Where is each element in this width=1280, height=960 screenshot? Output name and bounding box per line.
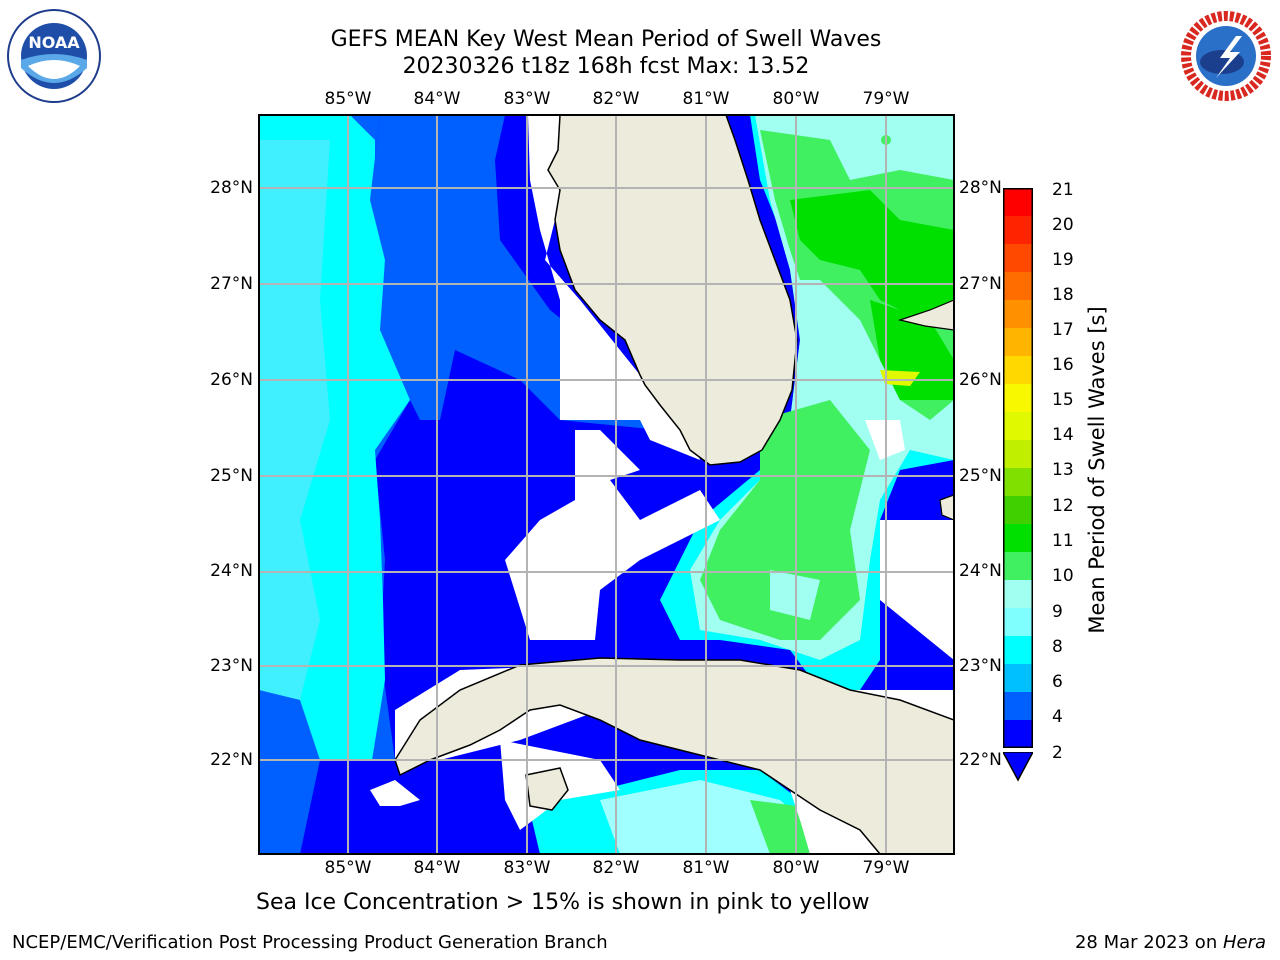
lat-label-right: 28°N: [959, 178, 1002, 198]
lon-label-bottom: 80°W: [772, 858, 820, 878]
chart-subtitle: 20230326 t18z 168h fcst Max: 13.52: [402, 54, 810, 79]
map-field: [259, 115, 954, 854]
colorbar-segment: [1003, 552, 1033, 581]
colorbar-segment: [1003, 216, 1033, 245]
colorbar-tick-label: 8: [1052, 637, 1063, 657]
colorbar-tick-label: 2: [1052, 743, 1063, 763]
footer-date-text: 28 Mar 2023 on: [1074, 932, 1223, 953]
colorbar-segment: [1003, 272, 1033, 301]
lon-label-top: 84°W: [413, 89, 461, 109]
nws-logo: [1178, 8, 1274, 104]
colorbar-tick-label: 20: [1052, 215, 1074, 235]
lat-label-right: 25°N: [959, 466, 1002, 486]
lon-label-bottom: 79°W: [862, 858, 910, 878]
colorbar-segment: [1003, 384, 1033, 413]
noaa-logo: NOAA: [6, 8, 102, 104]
sea-ice-note: Sea Ice Concentration > 15% is shown in …: [256, 890, 870, 915]
florida-land: [547, 115, 798, 466]
footer-credit: NCEP/EMC/Verification Post Processing Pr…: [12, 932, 608, 953]
lat-label-left: 27°N: [210, 274, 253, 294]
colorbar-tick-label: 10: [1052, 566, 1074, 586]
colorbar-tick-label: 17: [1052, 320, 1074, 340]
colorbar-tick-label: 21: [1052, 180, 1074, 200]
colorbar-segment: [1003, 440, 1033, 469]
lat-label-right: 22°N: [959, 750, 1002, 770]
colorbar-segment: [1003, 636, 1033, 665]
colorbar-extend-triangle: [1003, 752, 1033, 782]
colorbar-segment: [1003, 468, 1033, 497]
colorbar-tick-label: 16: [1052, 355, 1074, 375]
lon-label-bottom: 81°W: [682, 858, 730, 878]
colorbar-tick-label: 12: [1052, 496, 1074, 516]
lat-label-left: 26°N: [210, 370, 253, 390]
colorbar-tick-label: 14: [1052, 425, 1074, 445]
lat-label-right: 24°N: [959, 561, 1002, 581]
lat-label-right: 23°N: [959, 656, 1002, 676]
lon-label-top: 85°W: [324, 89, 372, 109]
colorbar-segment: [1003, 496, 1033, 525]
colorbar-segment: [1003, 720, 1033, 748]
colorbar-segment: [1003, 524, 1033, 553]
lon-label-bottom: 85°W: [324, 858, 372, 878]
lat-label-left: 23°N: [210, 656, 253, 676]
lon-label-top: 82°W: [592, 89, 640, 109]
colorbar-tick-label: 13: [1052, 460, 1074, 480]
lon-label-top: 80°W: [772, 89, 820, 109]
lat-label-left: 24°N: [210, 561, 253, 581]
graticule: [259, 115, 954, 854]
colorbar-segment: [1003, 356, 1033, 385]
colorbar-segment: [1003, 608, 1033, 637]
chart-title: GEFS MEAN Key West Mean Period of Swell …: [330, 27, 882, 52]
isle-of-youth: [525, 767, 569, 811]
colorbar-title: Mean Period of Swell Waves [s]: [1085, 306, 1109, 634]
lon-label-bottom: 82°W: [592, 858, 640, 878]
colorbar-tick-label: 4: [1052, 707, 1063, 727]
colorbar-tick-label: 19: [1052, 250, 1074, 270]
colorbar-segment: [1003, 188, 1033, 217]
map-frame: [258, 114, 955, 855]
colorbar-segment: [1003, 412, 1033, 441]
colorbar-segment: [1003, 300, 1033, 329]
colorbar-tick-label: 6: [1052, 672, 1063, 692]
colorbar: [1003, 188, 1033, 748]
colorbar-tick-label: 15: [1052, 390, 1074, 410]
colorbar-segment: [1003, 244, 1033, 273]
colorbar-tick-label: 9: [1052, 602, 1063, 622]
lat-label-right: 26°N: [959, 370, 1002, 390]
lon-label-bottom: 84°W: [413, 858, 461, 878]
footer-machine: Hera: [1222, 932, 1266, 953]
colorbar-frame: [1003, 188, 1033, 748]
colorbar-tick-label: 11: [1052, 531, 1074, 551]
lat-label-left: 22°N: [210, 750, 253, 770]
lon-label-bottom: 83°W: [503, 858, 551, 878]
lat-label-left: 28°N: [210, 178, 253, 198]
lon-label-top: 83°W: [503, 89, 551, 109]
colorbar-segment: [1003, 328, 1033, 357]
lon-label-top: 79°W: [862, 89, 910, 109]
noaa-logo-text: NOAA: [28, 33, 80, 52]
colorbar-segment: [1003, 692, 1033, 721]
colorbar-segment: [1003, 664, 1033, 693]
footer-date: 28 Mar 2023 on Hera: [1075, 932, 1266, 953]
lon-label-top: 81°W: [682, 89, 730, 109]
lat-label-right: 27°N: [959, 274, 1002, 294]
colorbar-segment: [1003, 580, 1033, 609]
colorbar-tick-label: 18: [1052, 285, 1074, 305]
lat-label-left: 25°N: [210, 466, 253, 486]
cuba-land: [394, 657, 954, 854]
